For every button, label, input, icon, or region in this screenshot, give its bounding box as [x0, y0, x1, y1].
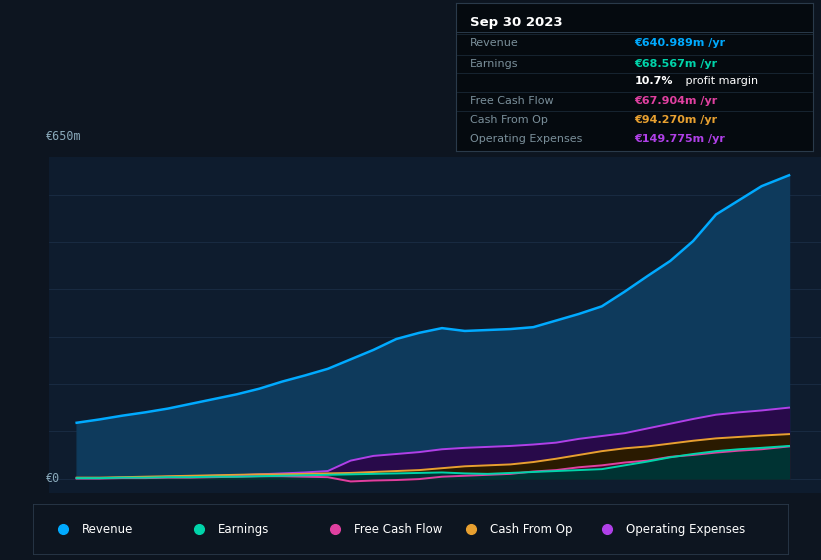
- Text: 10.7%: 10.7%: [635, 77, 672, 86]
- Text: €0: €0: [45, 472, 60, 485]
- Text: Earnings: Earnings: [470, 59, 518, 69]
- Text: Cash From Op: Cash From Op: [470, 115, 548, 125]
- Text: Operating Expenses: Operating Expenses: [626, 522, 745, 536]
- Text: Free Cash Flow: Free Cash Flow: [470, 96, 553, 106]
- Text: Revenue: Revenue: [82, 522, 133, 536]
- Text: Revenue: Revenue: [470, 38, 519, 48]
- Text: Free Cash Flow: Free Cash Flow: [354, 522, 443, 536]
- Text: €67.904m /yr: €67.904m /yr: [635, 96, 718, 106]
- Text: €640.989m /yr: €640.989m /yr: [635, 38, 725, 48]
- Text: €68.567m /yr: €68.567m /yr: [635, 59, 718, 69]
- Text: Operating Expenses: Operating Expenses: [470, 134, 582, 144]
- Text: Cash From Op: Cash From Op: [490, 522, 572, 536]
- Text: €149.775m /yr: €149.775m /yr: [635, 134, 725, 144]
- Text: €94.270m /yr: €94.270m /yr: [635, 115, 718, 125]
- Text: Sep 30 2023: Sep 30 2023: [470, 16, 562, 29]
- Text: €650m: €650m: [45, 130, 81, 143]
- Text: profit margin: profit margin: [682, 77, 759, 86]
- Text: Earnings: Earnings: [218, 522, 269, 536]
